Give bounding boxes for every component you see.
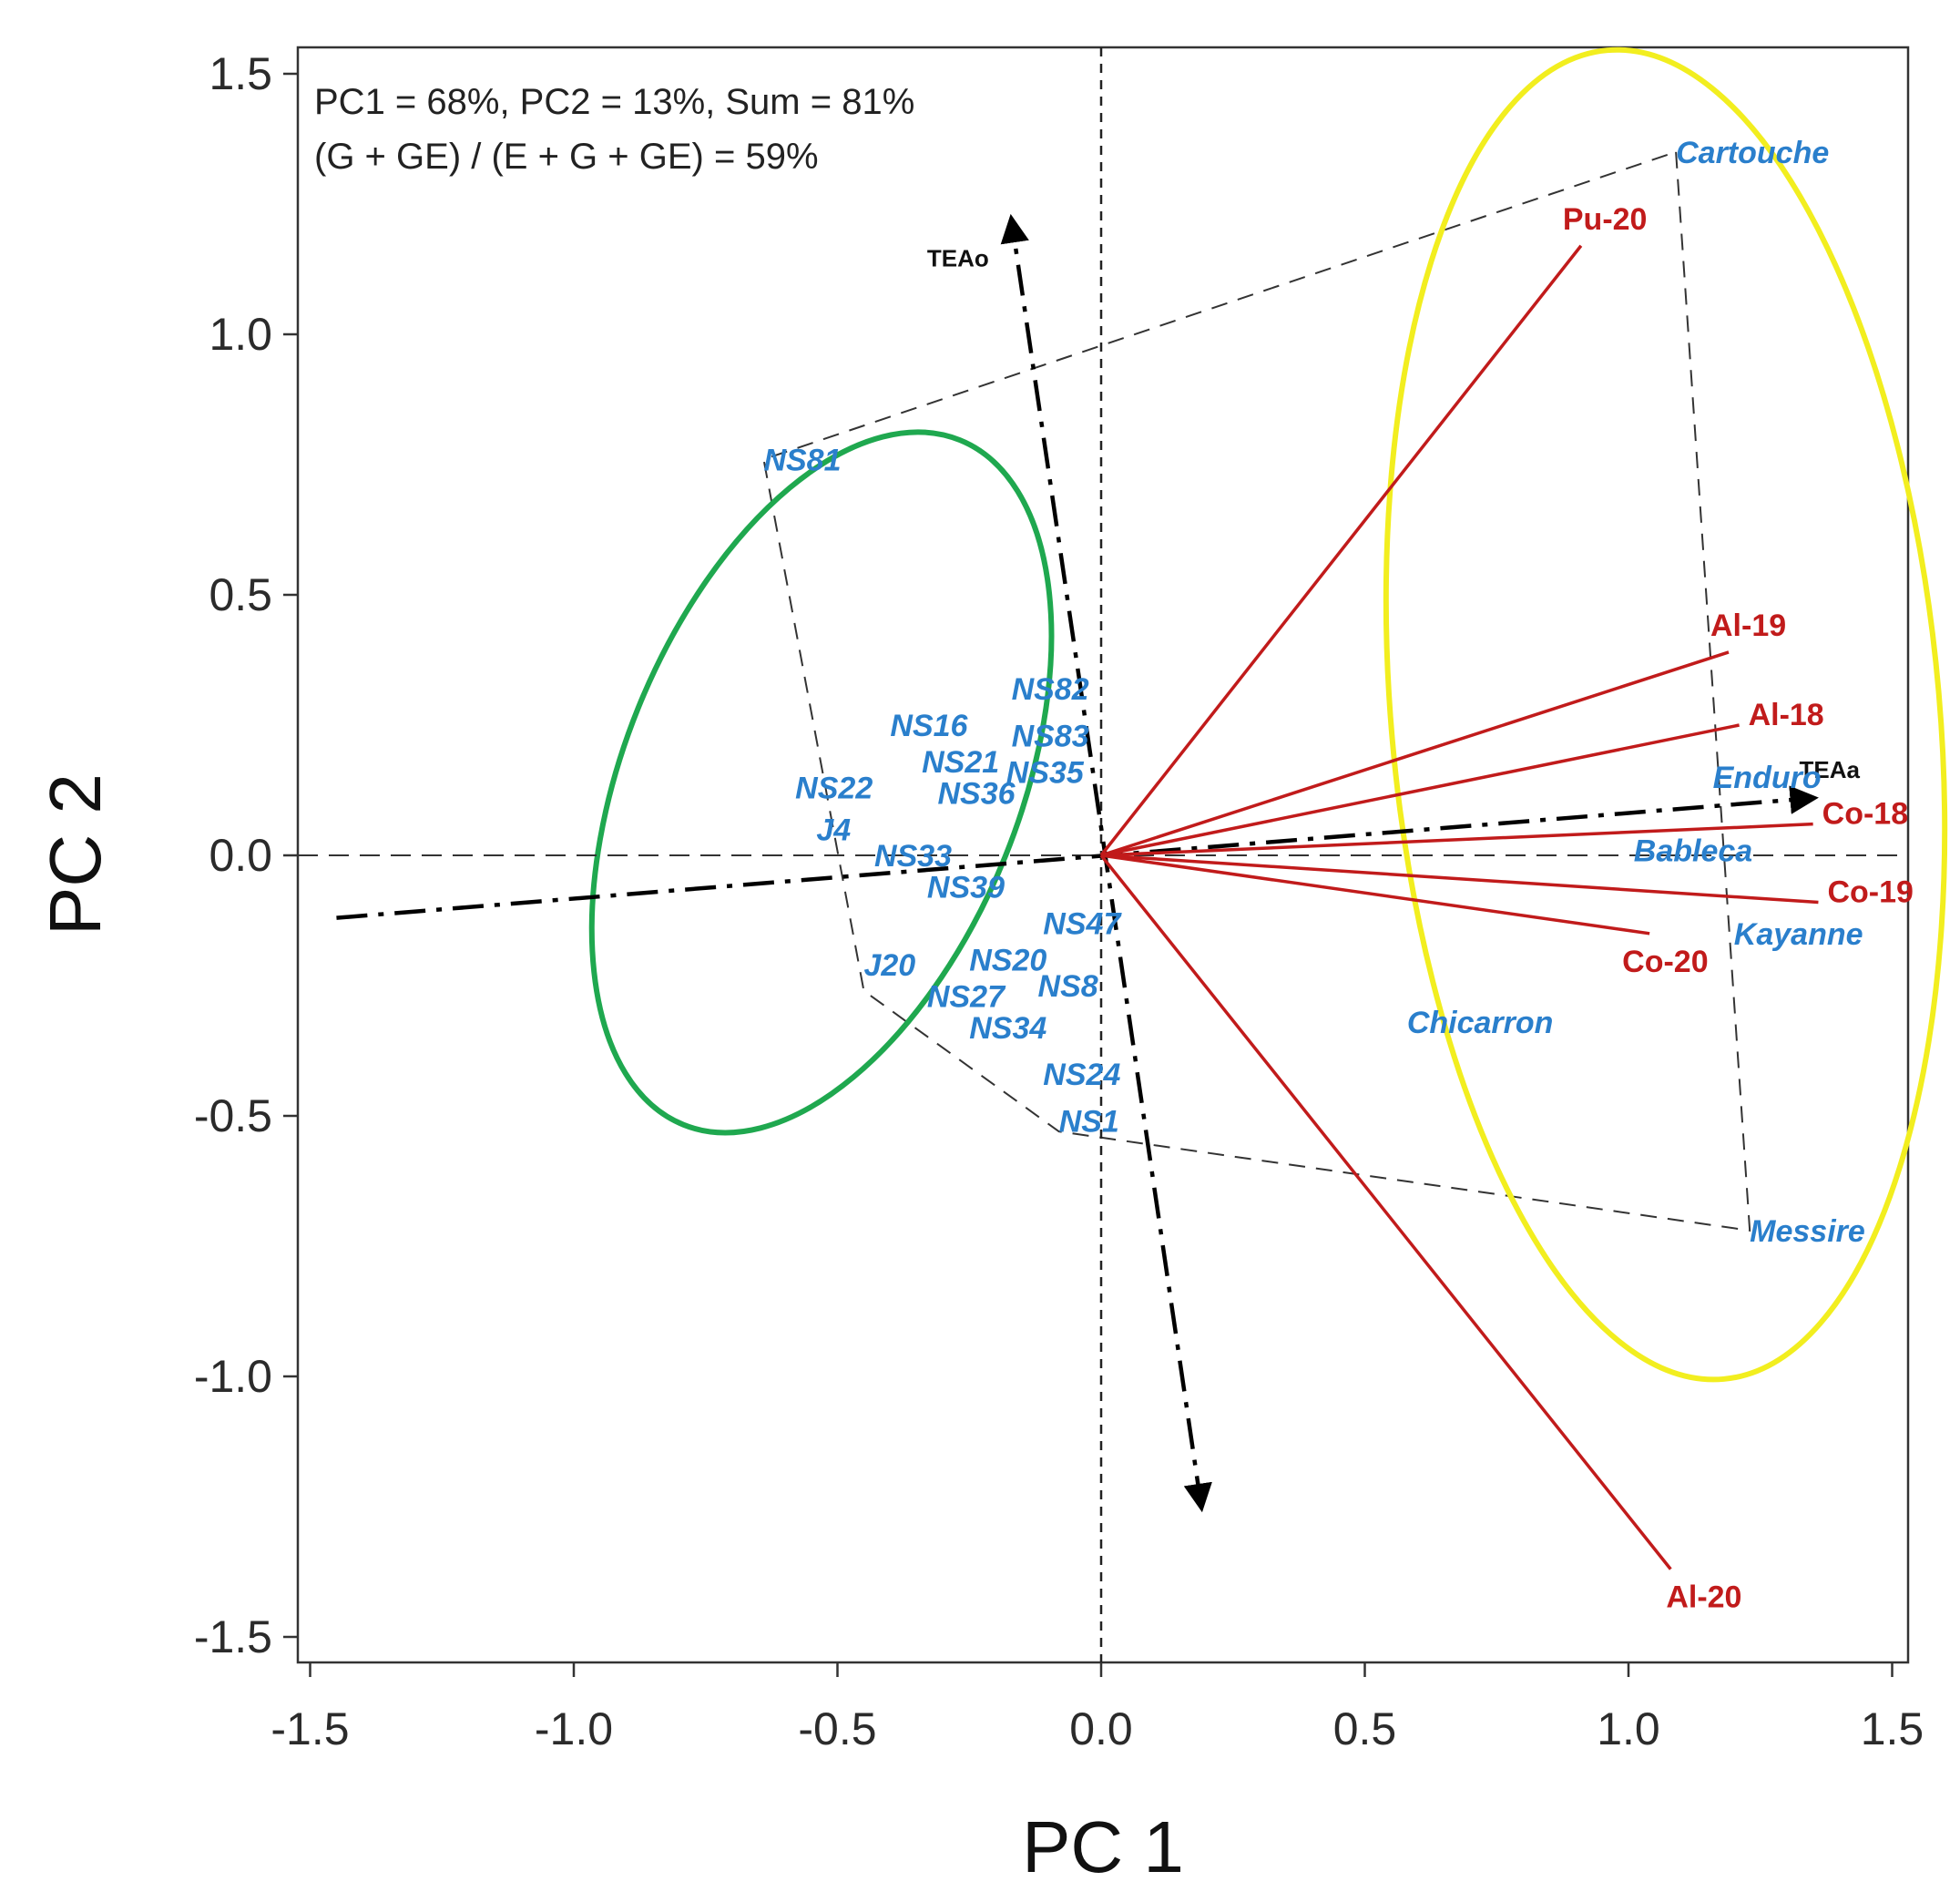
y-tick-label: 1.0: [209, 309, 272, 360]
y-tick-label: -1.5: [194, 1611, 272, 1662]
average-environment-axis: TEAa TEAo: [336, 213, 1860, 1513]
environment-vector: [1099, 854, 1672, 1570]
y-tick-label: 0.0: [209, 830, 272, 881]
environment-label: Co-19: [1827, 874, 1913, 909]
y-tick-label: 0.5: [209, 569, 272, 620]
environment-vector: [1100, 723, 1740, 857]
genotype-label: NS47: [1043, 906, 1122, 941]
x-tick-label: 1.5: [1861, 1703, 1924, 1754]
environment-vector: [1100, 854, 1819, 905]
genotype-label: NS81: [763, 443, 841, 477]
environment-label: Co-20: [1622, 945, 1708, 979]
genotype-label: Kayanne: [1734, 917, 1863, 952]
axis-ticks: -1.5 -1.0 -0.5 0.0 0.5 1.0 1.5 -1.5 -1.0 -0.5 0.0 0…: [194, 48, 1924, 1754]
x-tick-label: 0.0: [1069, 1703, 1133, 1754]
aec-abscissa-label: TEAa: [1799, 756, 1860, 783]
genotype-label: NS1: [1059, 1105, 1119, 1140]
genotype-label: Cartouche: [1676, 136, 1829, 170]
yellow-group-ellipse: [1383, 46, 1948, 1383]
y-tick-label: 1.5: [209, 48, 272, 99]
x-tick-label: -1.5: [271, 1703, 349, 1754]
genotype-label: NS39: [927, 870, 1005, 905]
genotype-label: NS27: [927, 979, 1006, 1014]
genotype-label: Messire: [1750, 1214, 1865, 1249]
genotype-label: NS24: [1043, 1058, 1120, 1092]
environment-vector: [1099, 244, 1583, 857]
x-axis-label: PC 1: [1022, 1806, 1184, 1887]
genotype-label: NS16: [890, 709, 968, 743]
x-tick-label: -0.5: [798, 1703, 876, 1754]
environment-vector: [1100, 822, 1813, 857]
environment-label: Al-19: [1710, 608, 1786, 643]
genotype-label: NS35: [1006, 755, 1085, 790]
y-tick-label: -0.5: [194, 1090, 272, 1141]
genotype-label: NS21: [922, 745, 999, 780]
genotype-label: NS33: [874, 839, 952, 874]
genotype-label: NS36: [938, 776, 1016, 811]
aec-abscissa-arrow: [336, 785, 1819, 920]
environment-label: Al-20: [1666, 1580, 1741, 1615]
genotype-label: NS22: [795, 772, 873, 806]
aec-ordinate-label: TEAo: [927, 245, 989, 272]
genotype-label: Bableca: [1634, 833, 1752, 868]
genotype-label: NS83: [1012, 719, 1089, 753]
environment-vector: [1100, 854, 1650, 936]
x-tick-label: -1.0: [535, 1703, 613, 1754]
genotype-label: J4: [816, 813, 851, 847]
x-tick-label: 1.0: [1597, 1703, 1660, 1754]
environment-vectors: [1099, 244, 1819, 1570]
genotype-label: NS82: [1012, 672, 1089, 707]
group-ellipses: [588, 46, 1948, 1383]
environment-label: Pu-20: [1563, 202, 1648, 237]
y-axis-label: PC 2: [35, 773, 116, 936]
genotype-label: J20: [863, 948, 915, 983]
genotype-label: NS8: [1038, 969, 1098, 1004]
convex-hull-polygon: [762, 150, 1751, 1232]
environment-label: Al-18: [1749, 698, 1824, 732]
environment-vector: [1100, 650, 1730, 857]
genotype-label: Chicarron: [1407, 1006, 1554, 1040]
x-tick-label: 0.5: [1333, 1703, 1397, 1754]
ratio-annotation: (G + GE) / (E + G + GE) = 59%: [314, 137, 819, 177]
y-tick-label: -1.0: [194, 1351, 272, 1402]
convex-hull: [762, 150, 1751, 1232]
variance-annotation: PC1 = 68%, PC2 = 13%, Sum = 81%: [314, 82, 914, 122]
environment-label: Co-18: [1822, 797, 1908, 832]
genotype-label: NS20: [969, 943, 1046, 977]
genotype-label: NS34: [969, 1011, 1046, 1046]
genotype-label: Enduro: [1713, 761, 1822, 795]
